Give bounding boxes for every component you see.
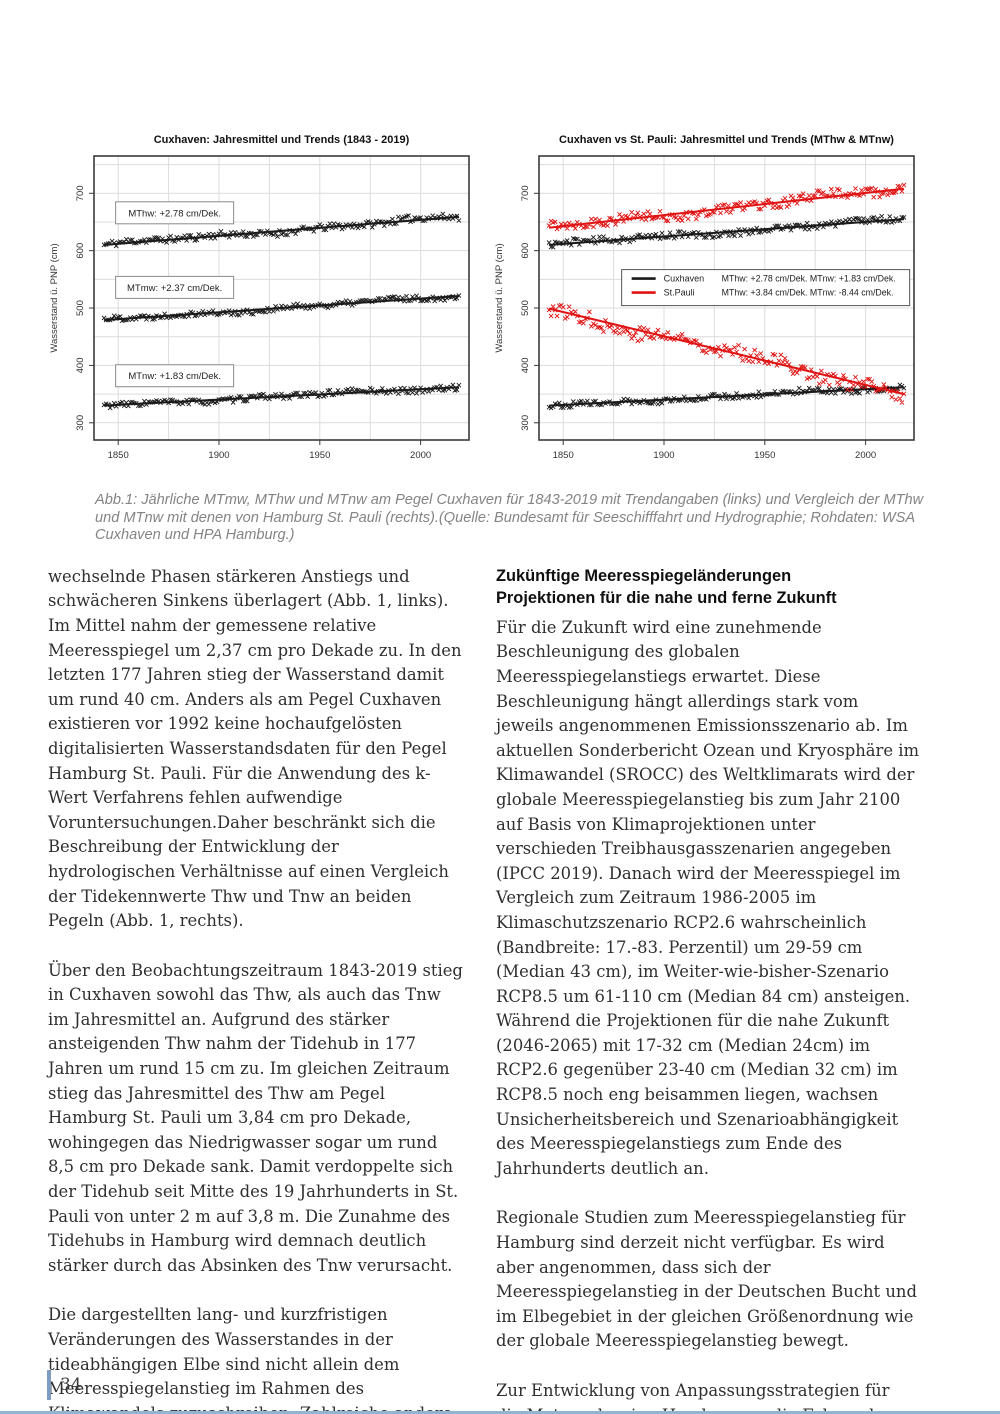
svg-text:MTnw: +1.83 cm/Dek.: MTnw: +1.83 cm/Dek. bbox=[128, 371, 221, 382]
svg-text:2000: 2000 bbox=[855, 450, 876, 461]
svg-text:Wasserstand ü. PNP (cm): Wasserstand ü. PNP (cm) bbox=[494, 243, 505, 352]
svg-text:1900: 1900 bbox=[208, 450, 229, 461]
svg-text:1850: 1850 bbox=[553, 450, 574, 461]
svg-text:1950: 1950 bbox=[754, 450, 775, 461]
svg-text:Cuxhaven: Jahresmittel und Tre: Cuxhaven: Jahresmittel und Trends (1843 … bbox=[154, 134, 410, 146]
page-number: 34 bbox=[60, 1375, 82, 1395]
svg-text:600: 600 bbox=[520, 243, 531, 259]
chart-cuxhaven-trends: 1850 1900 1950 2000 300 400 500 600 700 Cuxhaven:… bbox=[49, 134, 470, 461]
figure-caption: Abb.1: Jährliche MTmw, MThw und MTnw am … bbox=[95, 492, 924, 544]
svg-text:300: 300 bbox=[520, 415, 531, 431]
svg-text:600: 600 bbox=[75, 243, 86, 259]
bottom-rule bbox=[0, 1411, 1000, 1414]
right-column: Zukünftige Meeresspiegeländerungen Proje… bbox=[496, 565, 920, 1414]
footer-accent-bar bbox=[47, 1370, 51, 1400]
svg-text:1850: 1850 bbox=[108, 450, 129, 461]
svg-text:MThw: +3.84 cm/Dek. MTnw: -8.: MThw: +3.84 cm/Dek. MTnw: -8.44 cm/Dek. bbox=[722, 288, 894, 298]
paragraph: Über den Beobachtungszeitraum 1843-2019 … bbox=[48, 960, 463, 1275]
svg-text:700: 700 bbox=[520, 185, 531, 201]
paragraph: Zur Entwicklung von Anpassungsstrategien… bbox=[496, 1381, 892, 1414]
svg-text:500: 500 bbox=[520, 300, 531, 316]
svg-text:2000: 2000 bbox=[410, 450, 431, 461]
paragraph: Die dargestellten lang- und kurzfristige… bbox=[48, 1305, 453, 1414]
figure-row: 1850 1900 1950 2000 300 400 500 600 700 Cuxhaven:… bbox=[0, 0, 1000, 482]
paragraph: Für die Zukunft wird eine zunehmende Bes… bbox=[496, 617, 920, 1178]
svg-text:Cuxhaven: Cuxhaven bbox=[664, 274, 705, 284]
svg-text:Cuxhaven vs St. Pauli: Jahresm: Cuxhaven vs St. Pauli: Jahresmittel und … bbox=[559, 134, 894, 146]
paragraph: wechselnde Phasen stärkeren Anstiegs und… bbox=[48, 566, 462, 931]
page-footer: 34 bbox=[47, 1370, 82, 1400]
section-heading: Zukünftige Meeresspiegeländerungen Proje… bbox=[496, 565, 920, 609]
svg-text:1900: 1900 bbox=[653, 450, 674, 461]
section-heading-line1: Zukünftige Meeresspiegeländerungen bbox=[496, 566, 792, 585]
svg-text:300: 300 bbox=[75, 415, 86, 431]
svg-text:MThw: +2.78 cm/Dek. MTnw: +1.: MThw: +2.78 cm/Dek. MTnw: +1.83 cm/Dek. bbox=[722, 274, 896, 284]
svg-text:MThw: +2.78 cm/Dek.: MThw: +2.78 cm/Dek. bbox=[128, 208, 221, 219]
svg-text:MTmw: +2.37 cm/Dek.: MTmw: +2.37 cm/Dek. bbox=[127, 283, 222, 294]
svg-text:St.Pauli: St.Pauli bbox=[664, 288, 695, 298]
svg-text:Wasserstand ü. PNP (cm): Wasserstand ü. PNP (cm) bbox=[49, 243, 60, 352]
svg-text:400: 400 bbox=[75, 357, 86, 373]
svg-text:400: 400 bbox=[520, 357, 531, 373]
svg-text:1950: 1950 bbox=[309, 450, 330, 461]
paragraph: Regionale Studien zum Meeresspiegelansti… bbox=[496, 1208, 917, 1351]
chart-cuxhaven-vs-stpauli: 1850 1900 1950 2000 300 400 500 600 700 Cuxhaven … bbox=[494, 134, 915, 461]
left-column: wechselnde Phasen stärkeren Anstiegs und… bbox=[48, 565, 463, 1414]
body-columns: wechselnde Phasen stärkeren Anstiegs und… bbox=[0, 565, 1000, 1414]
svg-text:500: 500 bbox=[75, 300, 86, 316]
section-heading-line2: Projektionen für die nahe und ferne Zuku… bbox=[496, 588, 837, 607]
svg-text:700: 700 bbox=[75, 185, 86, 201]
